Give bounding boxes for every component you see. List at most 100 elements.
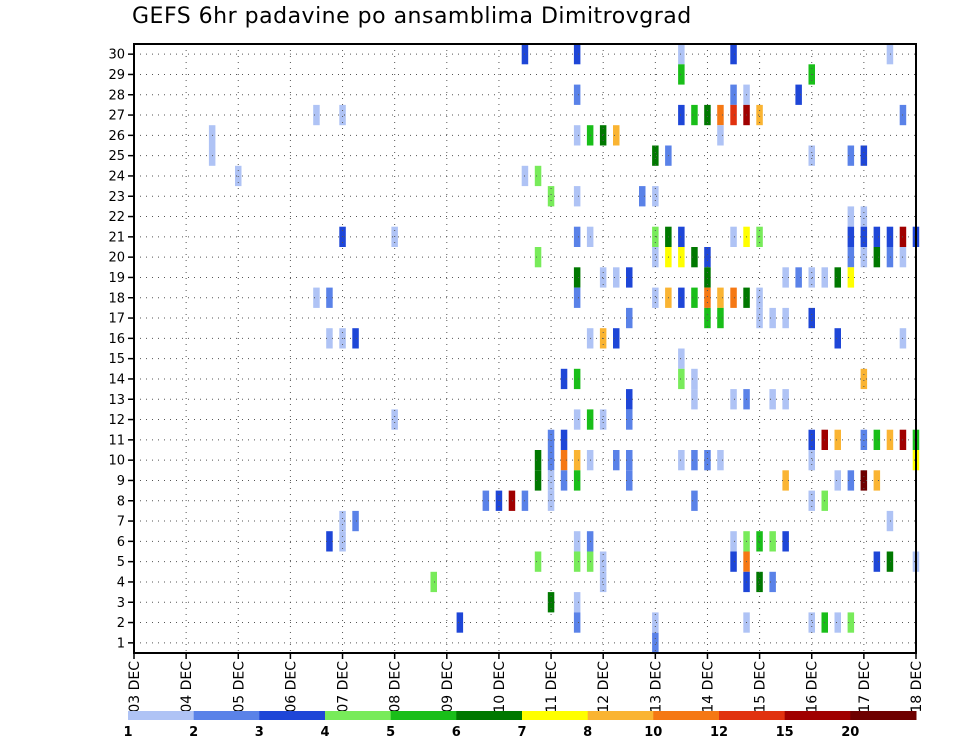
colorbar-label: 2 <box>189 725 198 740</box>
heatmap-cell <box>808 612 815 633</box>
y-tick-label: 22 <box>108 210 125 225</box>
x-tick-label: 04 DEC <box>179 661 195 713</box>
y-tick-label: 27 <box>108 109 125 124</box>
heatmap-cell <box>678 287 685 308</box>
y-tick-label: 15 <box>108 352 125 367</box>
heatmap-cell <box>391 409 398 430</box>
heatmap-cell <box>730 531 737 552</box>
heatmap-cell <box>691 490 698 511</box>
colorbar-label: 12 <box>710 725 728 740</box>
heatmap-cell <box>886 44 894 65</box>
heatmap-cell <box>678 44 685 65</box>
y-tick-label: 8 <box>117 494 125 509</box>
heatmap-cell <box>717 307 724 329</box>
colorbar-label: 7 <box>517 725 526 740</box>
heatmap-cell <box>860 145 868 166</box>
heatmap-cell <box>678 247 685 268</box>
heatmap-cell <box>704 307 711 329</box>
y-tick-label: 21 <box>108 230 125 245</box>
heatmap-cell <box>834 429 841 450</box>
heatmap-cell <box>704 267 711 288</box>
y-tick-label: 16 <box>108 332 125 347</box>
heatmap-cell <box>756 531 763 552</box>
heatmap-cell <box>573 551 581 572</box>
heatmap-cell <box>560 470 568 491</box>
heatmap-cell <box>613 267 620 288</box>
heatmap-cell <box>847 267 855 288</box>
heatmap-cell <box>691 450 698 471</box>
heatmap-cell <box>678 64 685 85</box>
heatmap-cell <box>573 368 581 390</box>
heatmap-cell <box>795 84 802 105</box>
heatmap-cell <box>873 247 881 268</box>
heatmap-cell <box>652 287 659 308</box>
heatmap-cell <box>560 368 568 390</box>
heatmap-cell <box>573 125 581 146</box>
heatmap-cell <box>313 104 320 126</box>
x-axis: 03 DEC 04 DEC 05 DEC 06 DEC 07 DEC 08 DEC 09 D… <box>127 653 925 713</box>
y-tick-label: 20 <box>108 251 125 266</box>
x-tick-label: 10 DEC <box>492 661 508 713</box>
y-tick-label: 2 <box>117 616 125 631</box>
colorbar-swatch <box>587 711 654 720</box>
heatmap-cell <box>834 612 841 633</box>
heatmap-cell <box>326 328 333 349</box>
heatmap-cell <box>639 186 646 207</box>
heatmap-cell <box>339 104 346 126</box>
heatmap-cell <box>886 429 894 450</box>
heatmap-cell <box>573 84 581 105</box>
heatmap-cell <box>626 389 633 410</box>
heatmap-cell <box>573 612 581 633</box>
y-tick-label: 14 <box>108 372 125 387</box>
heatmap-cell <box>691 389 698 410</box>
x-tick-label: 13 DEC <box>648 661 664 713</box>
heatmap-cell <box>808 145 815 166</box>
y-axis: 1234567891011121314151617181920212223242… <box>108 48 134 651</box>
y-tick-label: 19 <box>108 271 125 286</box>
heatmap-cell <box>886 247 894 268</box>
heatmap-cell <box>717 450 724 471</box>
heatmap-cell <box>613 328 620 349</box>
y-tick-label: 30 <box>108 48 125 63</box>
heatmap-cell <box>626 450 633 471</box>
x-tick-label: 07 DEC <box>336 661 352 713</box>
heatmap-cell <box>717 125 724 146</box>
heatmap-cell <box>599 551 607 572</box>
heatmap-cell <box>573 592 581 613</box>
y-tick-label: 11 <box>108 433 125 448</box>
heatmap-cell <box>599 409 607 430</box>
heatmap-cell <box>652 145 659 166</box>
x-tick-label: 15 DEC <box>753 661 769 713</box>
x-tick-label: 03 DEC <box>127 661 143 713</box>
heatmap-cell <box>547 186 555 207</box>
heatmap-cell <box>873 551 881 572</box>
heatmap-cell <box>769 389 776 410</box>
y-tick-label: 29 <box>108 68 125 83</box>
heatmap-cell <box>704 247 711 268</box>
heatmap-cell <box>756 287 763 308</box>
heatmap-cell <box>860 429 868 450</box>
heatmap-cell <box>834 267 841 288</box>
colorbar-swatch <box>784 711 851 720</box>
y-tick-label: 10 <box>108 454 125 469</box>
heatmap-cell <box>730 44 737 65</box>
heatmap-cell <box>313 287 320 308</box>
heatmap-cell <box>678 450 685 471</box>
heatmap-cell <box>534 165 542 187</box>
colorbar-swatch <box>390 711 457 720</box>
heatmap-cell <box>613 450 620 471</box>
heatmap-cell <box>626 409 633 430</box>
y-tick-label: 3 <box>117 596 125 611</box>
x-tick-label: 05 DEC <box>231 661 247 713</box>
heatmap-cell <box>847 206 855 227</box>
heatmap-cell <box>573 287 581 308</box>
colorbar-label: 1 <box>123 725 132 740</box>
colorbar-swatch <box>193 711 260 720</box>
heatmap-cell <box>573 531 581 552</box>
heatmap-cell <box>626 307 633 329</box>
heatmap-cell <box>847 470 855 491</box>
heatmap-cell <box>560 450 568 471</box>
heatmap-cell <box>873 429 881 450</box>
heatmap-cell <box>573 450 581 471</box>
grid-lines <box>134 44 916 653</box>
